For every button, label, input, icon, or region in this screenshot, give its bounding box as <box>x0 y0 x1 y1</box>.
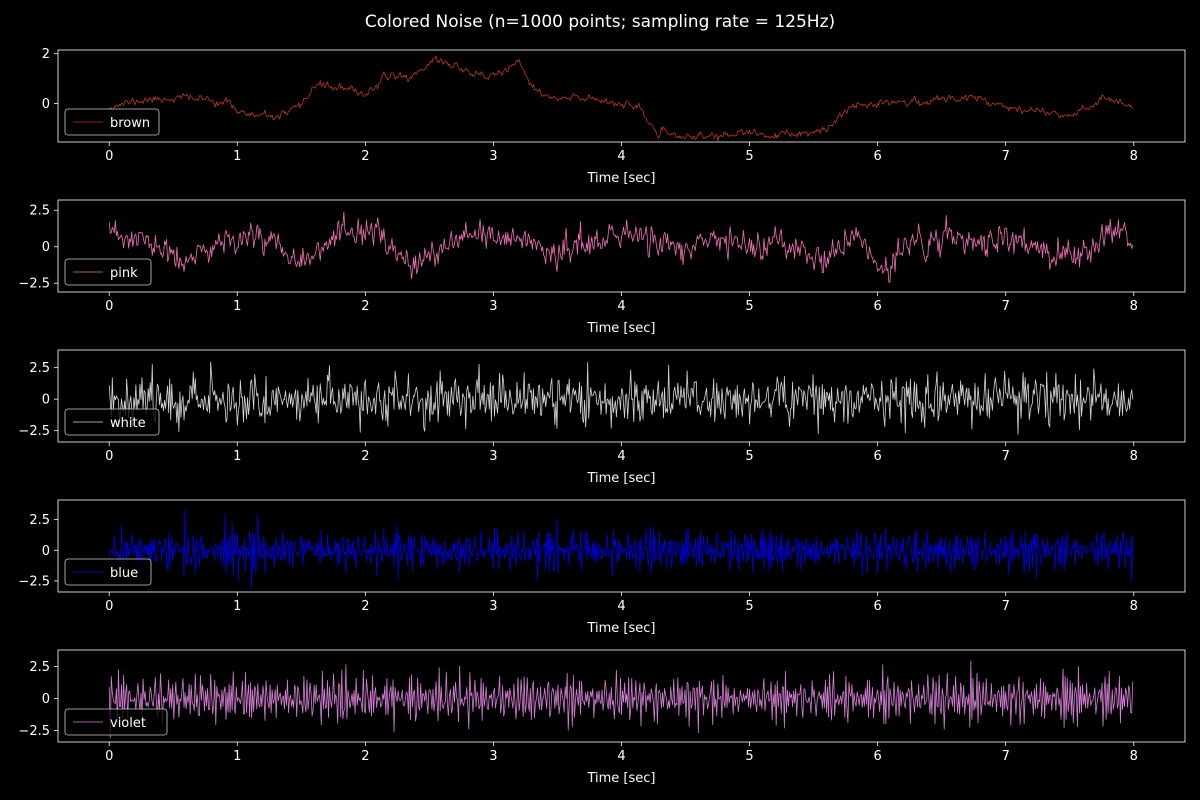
y-tick-label: 2 <box>42 47 50 62</box>
x-axis-label: Time [sec] <box>586 471 655 486</box>
y-tick-label: −2.5 <box>18 424 50 439</box>
x-tick-label: 1 <box>233 599 241 614</box>
x-tick-label: 7 <box>1002 299 1010 314</box>
y-tick-label: −2.5 <box>18 277 50 292</box>
series-line-blue <box>108 509 1134 589</box>
series-line-white <box>108 361 1134 435</box>
x-axis-label: Time [sec] <box>586 171 655 186</box>
axes-frame <box>57 49 1186 143</box>
x-axis-label: Time [sec] <box>586 771 655 786</box>
x-axis-label: Time [sec] <box>586 621 655 636</box>
x-tick-label: 5 <box>745 299 753 314</box>
x-tick-label: 7 <box>1002 749 1010 764</box>
y-tick-label: 2.5 <box>29 660 50 675</box>
series-line-brown <box>109 55 1134 142</box>
x-tick-label: 5 <box>745 449 753 464</box>
x-tick-label: 8 <box>1130 599 1138 614</box>
x-tick-label: 3 <box>489 749 497 764</box>
x-tick-label: 5 <box>745 749 753 764</box>
x-tick-label: 4 <box>617 299 625 314</box>
y-tick-label: −2.5 <box>18 724 50 739</box>
legend-box <box>64 558 152 586</box>
y-tick-label: 2.5 <box>29 361 50 376</box>
subplot-blue: 0 1 2 3 4 5 6 7 8 −2.5 0 2.5 Time [sec] blue <box>18 499 1186 636</box>
x-tick-label: 8 <box>1130 149 1138 164</box>
legend-box <box>64 258 152 286</box>
x-tick-label: 0 <box>105 749 113 764</box>
x-tick-label: 3 <box>489 149 497 164</box>
x-tick-label: 8 <box>1130 749 1138 764</box>
x-tick-label: 3 <box>489 599 497 614</box>
x-tick-label: 2 <box>361 599 369 614</box>
subplot-violet: 0 1 2 3 4 5 6 7 8 −2.5 0 2.5 Time [sec] violet <box>18 649 1186 786</box>
series-line-violet <box>108 660 1134 739</box>
x-tick-label: 3 <box>489 449 497 464</box>
x-tick-label: 4 <box>617 599 625 614</box>
x-tick-label: 7 <box>1002 599 1010 614</box>
y-tick-label: 2.5 <box>29 204 50 219</box>
x-tick-label: 3 <box>489 299 497 314</box>
x-tick-label: 0 <box>105 599 113 614</box>
x-tick-label: 2 <box>361 299 369 314</box>
legend-label: white <box>110 416 146 431</box>
x-tick-label: 4 <box>617 149 625 164</box>
y-tick-label: 0 <box>42 692 50 707</box>
x-tick-label: 6 <box>873 749 881 764</box>
y-tick-label: 2.5 <box>29 513 50 528</box>
subplot-white: 0 1 2 3 4 5 6 7 8 −2.5 0 2.5 Time [sec] white <box>18 349 1186 486</box>
x-tick-label: 6 <box>873 299 881 314</box>
subplot-brown: 0 1 2 3 4 5 6 7 8 0 2 Time [sec] brown <box>42 47 1186 186</box>
x-tick-label: 4 <box>617 749 625 764</box>
x-tick-label: 6 <box>873 599 881 614</box>
legend-box <box>64 708 168 736</box>
x-tick-label: 8 <box>1130 449 1138 464</box>
y-tick-label: 0 <box>42 393 50 408</box>
legend-box <box>64 408 160 436</box>
x-tick-label: 2 <box>361 149 369 164</box>
x-tick-label: 7 <box>1002 449 1010 464</box>
x-tick-label: 6 <box>873 449 881 464</box>
x-tick-label: 8 <box>1130 299 1138 314</box>
x-tick-label: 2 <box>361 749 369 764</box>
x-tick-label: 0 <box>105 299 113 314</box>
legend-box <box>64 108 160 136</box>
x-tick-label: 5 <box>745 149 753 164</box>
axes-frame <box>57 199 1186 293</box>
legend-label: pink <box>110 266 138 281</box>
x-tick-label: 5 <box>745 599 753 614</box>
x-tick-label: 7 <box>1002 149 1010 164</box>
legend-label: blue <box>110 566 138 581</box>
x-tick-label: 0 <box>105 449 113 464</box>
x-tick-label: 1 <box>233 149 241 164</box>
x-tick-label: 0 <box>105 149 113 164</box>
x-tick-label: 1 <box>233 749 241 764</box>
y-tick-label: 0 <box>42 97 50 112</box>
y-tick-label: 0 <box>42 544 50 559</box>
x-tick-label: 2 <box>361 449 369 464</box>
x-axis-label: Time [sec] <box>586 321 655 336</box>
subplot-pink: 0 1 2 3 4 5 6 7 8 −2.5 0 2.5 Time [sec] pink <box>18 199 1186 336</box>
y-tick-label: −2.5 <box>18 574 50 589</box>
y-tick-label: 0 <box>42 240 50 255</box>
x-tick-label: 1 <box>233 449 241 464</box>
legend-label: brown <box>110 116 150 131</box>
legend-label: violet <box>110 716 146 731</box>
series-line-pink <box>108 211 1134 283</box>
x-tick-label: 1 <box>233 299 241 314</box>
x-tick-label: 4 <box>617 449 625 464</box>
x-tick-label: 6 <box>873 149 881 164</box>
figure-title: Colored Noise (n=1000 points; sampling r… <box>364 12 836 32</box>
